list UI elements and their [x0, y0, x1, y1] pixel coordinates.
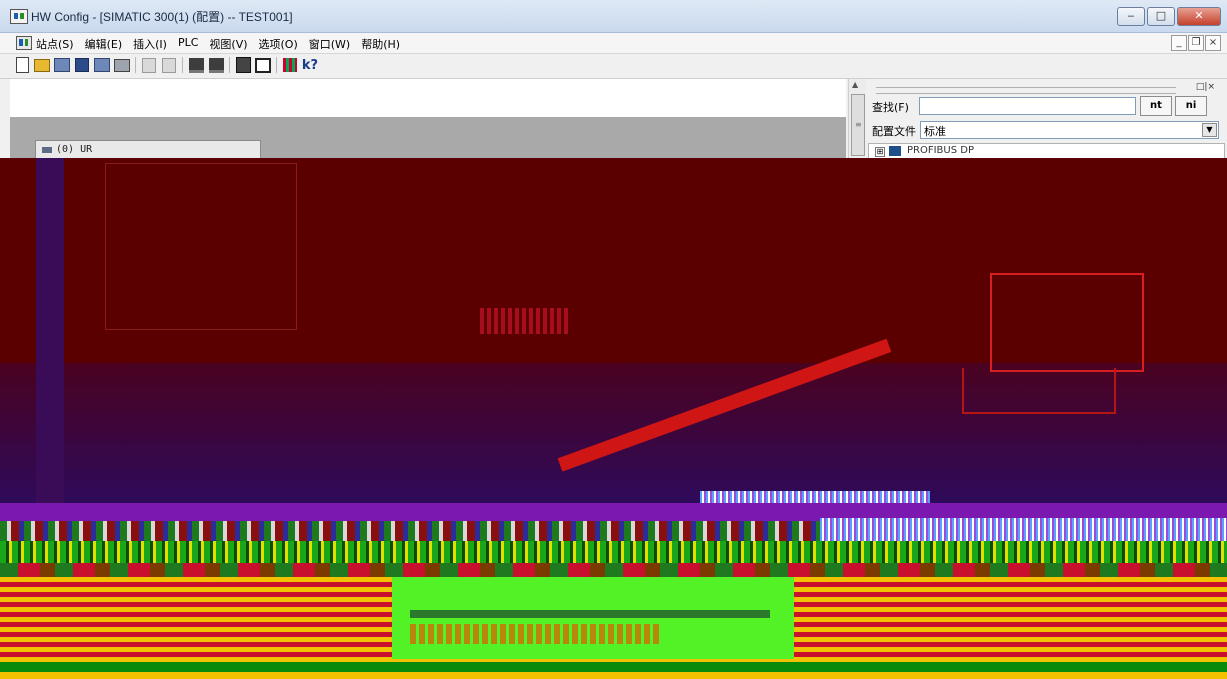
- glitch-block: [480, 308, 570, 334]
- glitch-block: [0, 363, 1227, 503]
- profile-value: 标准: [924, 125, 946, 138]
- glitch-outline: [105, 163, 297, 330]
- profile-label: 配置文件: [872, 125, 916, 138]
- glitch-block: [410, 624, 660, 644]
- catalog-tree[interactable]: ⊞ PROFIBUS DP: [868, 143, 1225, 159]
- network-icon[interactable]: [54, 57, 70, 73]
- toolbar-separator: [229, 57, 230, 73]
- glitch-block: [36, 158, 64, 503]
- glitch-outline: [990, 273, 1144, 372]
- menu-bar: 站点(S) 编辑(E) 插入(I) PLC 视图(V) 选项(O) 窗口(W) …: [0, 33, 1227, 54]
- grip-icon: ≡: [855, 120, 862, 129]
- menu-plc[interactable]: PLC: [177, 36, 199, 49]
- station-view-top[interactable]: [10, 79, 846, 117]
- toolbar: k?: [0, 54, 1227, 79]
- glitch-band: [0, 672, 1227, 679]
- toolbar-separator: [276, 57, 277, 73]
- glitch-outline: [962, 368, 1116, 414]
- profile-select[interactable]: 标准 ▼: [920, 121, 1219, 139]
- catalog-grip[interactable]: [876, 87, 1176, 94]
- find-input[interactable]: [919, 97, 1136, 115]
- profibus-icon: [889, 146, 901, 156]
- doc-minimize-button[interactable]: _: [1171, 35, 1187, 51]
- glitch-stripes: [820, 518, 1227, 544]
- rack-ur-header[interactable]: (0) UR: [35, 140, 261, 159]
- glitch-block: [392, 577, 794, 659]
- glitch-block: [0, 158, 1227, 363]
- save-compile-icon[interactable]: [94, 57, 110, 73]
- find-down-button[interactable]: nt: [1140, 96, 1172, 116]
- glitch-band: [0, 563, 1227, 577]
- tree-expand-icon[interactable]: ⊞: [875, 147, 885, 157]
- upload-icon[interactable]: [208, 57, 224, 73]
- scroll-thumb[interactable]: ≡: [851, 94, 865, 156]
- paste-icon[interactable]: [161, 57, 177, 73]
- download-icon[interactable]: [188, 57, 204, 73]
- glitch-stripes: [700, 491, 930, 503]
- hw-config-app-icon: [10, 9, 28, 24]
- window-icon[interactable]: [255, 57, 271, 73]
- menu-view[interactable]: 视图(V): [209, 38, 248, 51]
- menu-station[interactable]: 站点(S): [36, 38, 74, 51]
- toolbar-separator: [135, 57, 136, 73]
- find-label: 查找(F): [872, 101, 909, 114]
- new-icon[interactable]: [14, 57, 30, 73]
- chevron-down-icon[interactable]: ▼: [1202, 123, 1217, 137]
- minimize-button[interactable]: ‒: [1117, 7, 1145, 26]
- glitch-band: [0, 541, 1227, 563]
- netpro-icon[interactable]: [282, 57, 298, 73]
- close-button[interactable]: ✕: [1177, 7, 1221, 26]
- catalog-caption-buttons[interactable]: □|×: [1195, 82, 1215, 92]
- glitch-block: [410, 610, 770, 618]
- doc-restore-button[interactable]: ❐: [1188, 35, 1204, 51]
- maximize-button[interactable]: □: [1147, 7, 1175, 26]
- document-window-controls: _ ❐ ×: [1170, 35, 1221, 51]
- tree-item-profibus[interactable]: PROFIBUS DP: [907, 145, 974, 156]
- find-up-button[interactable]: ni: [1175, 96, 1207, 116]
- glitch-band: [0, 503, 1227, 521]
- window-controls: ‒ □ ✕: [1115, 7, 1221, 26]
- open-icon[interactable]: [34, 57, 50, 73]
- station-scrollbar[interactable]: ▲ ≡: [848, 79, 866, 158]
- window-title: HW Config - [SIMATIC 300(1) (配置) -- TEST…: [31, 10, 293, 24]
- scroll-up-icon[interactable]: ▲: [852, 80, 859, 89]
- menu-options[interactable]: 选项(O): [258, 38, 298, 51]
- save-icon[interactable]: [74, 57, 90, 73]
- rack-icon-small: [42, 147, 52, 153]
- print-icon[interactable]: [114, 57, 130, 73]
- document-menu-icon[interactable]: [16, 36, 32, 50]
- menu-edit[interactable]: 编辑(E): [84, 38, 123, 51]
- corrupted-display-region: [0, 158, 1227, 679]
- rack-icon[interactable]: [235, 57, 251, 73]
- menu-help[interactable]: 帮助(H): [361, 38, 401, 51]
- help-icon[interactable]: k?: [301, 57, 319, 73]
- menu-insert[interactable]: 插入(I): [133, 38, 167, 51]
- copy-icon[interactable]: [141, 57, 157, 73]
- rack-label: (0) UR: [56, 144, 93, 155]
- doc-close-button[interactable]: ×: [1205, 35, 1221, 51]
- toolbar-separator: [182, 57, 183, 73]
- menu-window[interactable]: 窗口(W): [308, 38, 351, 51]
- title-bar: HW Config - [SIMATIC 300(1) (配置) -- TEST…: [0, 0, 1227, 33]
- hardware-catalog-panel: □|× 查找(F) nt ni 配置文件 标准 ▼ ⊞ PROFIBUS DP: [866, 79, 1227, 159]
